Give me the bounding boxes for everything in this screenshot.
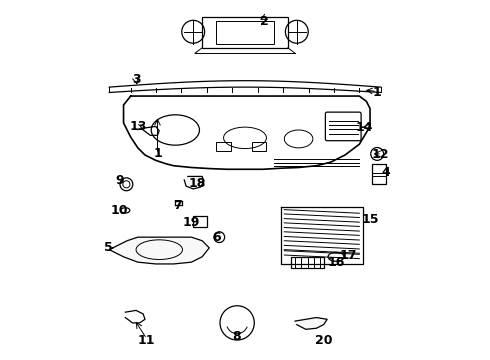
Text: 1: 1: [373, 86, 382, 99]
Text: 9: 9: [115, 174, 123, 186]
Text: 5: 5: [104, 241, 113, 255]
Text: 1: 1: [153, 147, 162, 160]
Text: 10: 10: [111, 204, 128, 217]
Bar: [252, 141, 267, 150]
Text: 17: 17: [340, 248, 357, 261]
Polygon shape: [184, 176, 204, 189]
Text: 6: 6: [212, 231, 220, 244]
Polygon shape: [109, 237, 209, 264]
Text: 4: 4: [382, 166, 391, 179]
Polygon shape: [295, 318, 327, 329]
Text: 18: 18: [188, 177, 205, 190]
Text: 2: 2: [260, 14, 269, 27]
Text: 3: 3: [132, 73, 140, 86]
Bar: [292, 257, 323, 267]
Text: 14: 14: [356, 121, 373, 134]
Bar: [193, 216, 207, 227]
Bar: [217, 141, 231, 150]
Text: 20: 20: [315, 333, 332, 347]
Text: 19: 19: [183, 216, 200, 229]
Bar: [372, 164, 386, 184]
Text: 11: 11: [138, 333, 155, 347]
Text: 7: 7: [173, 198, 181, 212]
Text: 16: 16: [327, 256, 345, 269]
Text: 15: 15: [361, 213, 379, 226]
Text: 8: 8: [232, 330, 241, 343]
Text: 13: 13: [129, 120, 147, 133]
Text: 12: 12: [372, 148, 390, 162]
